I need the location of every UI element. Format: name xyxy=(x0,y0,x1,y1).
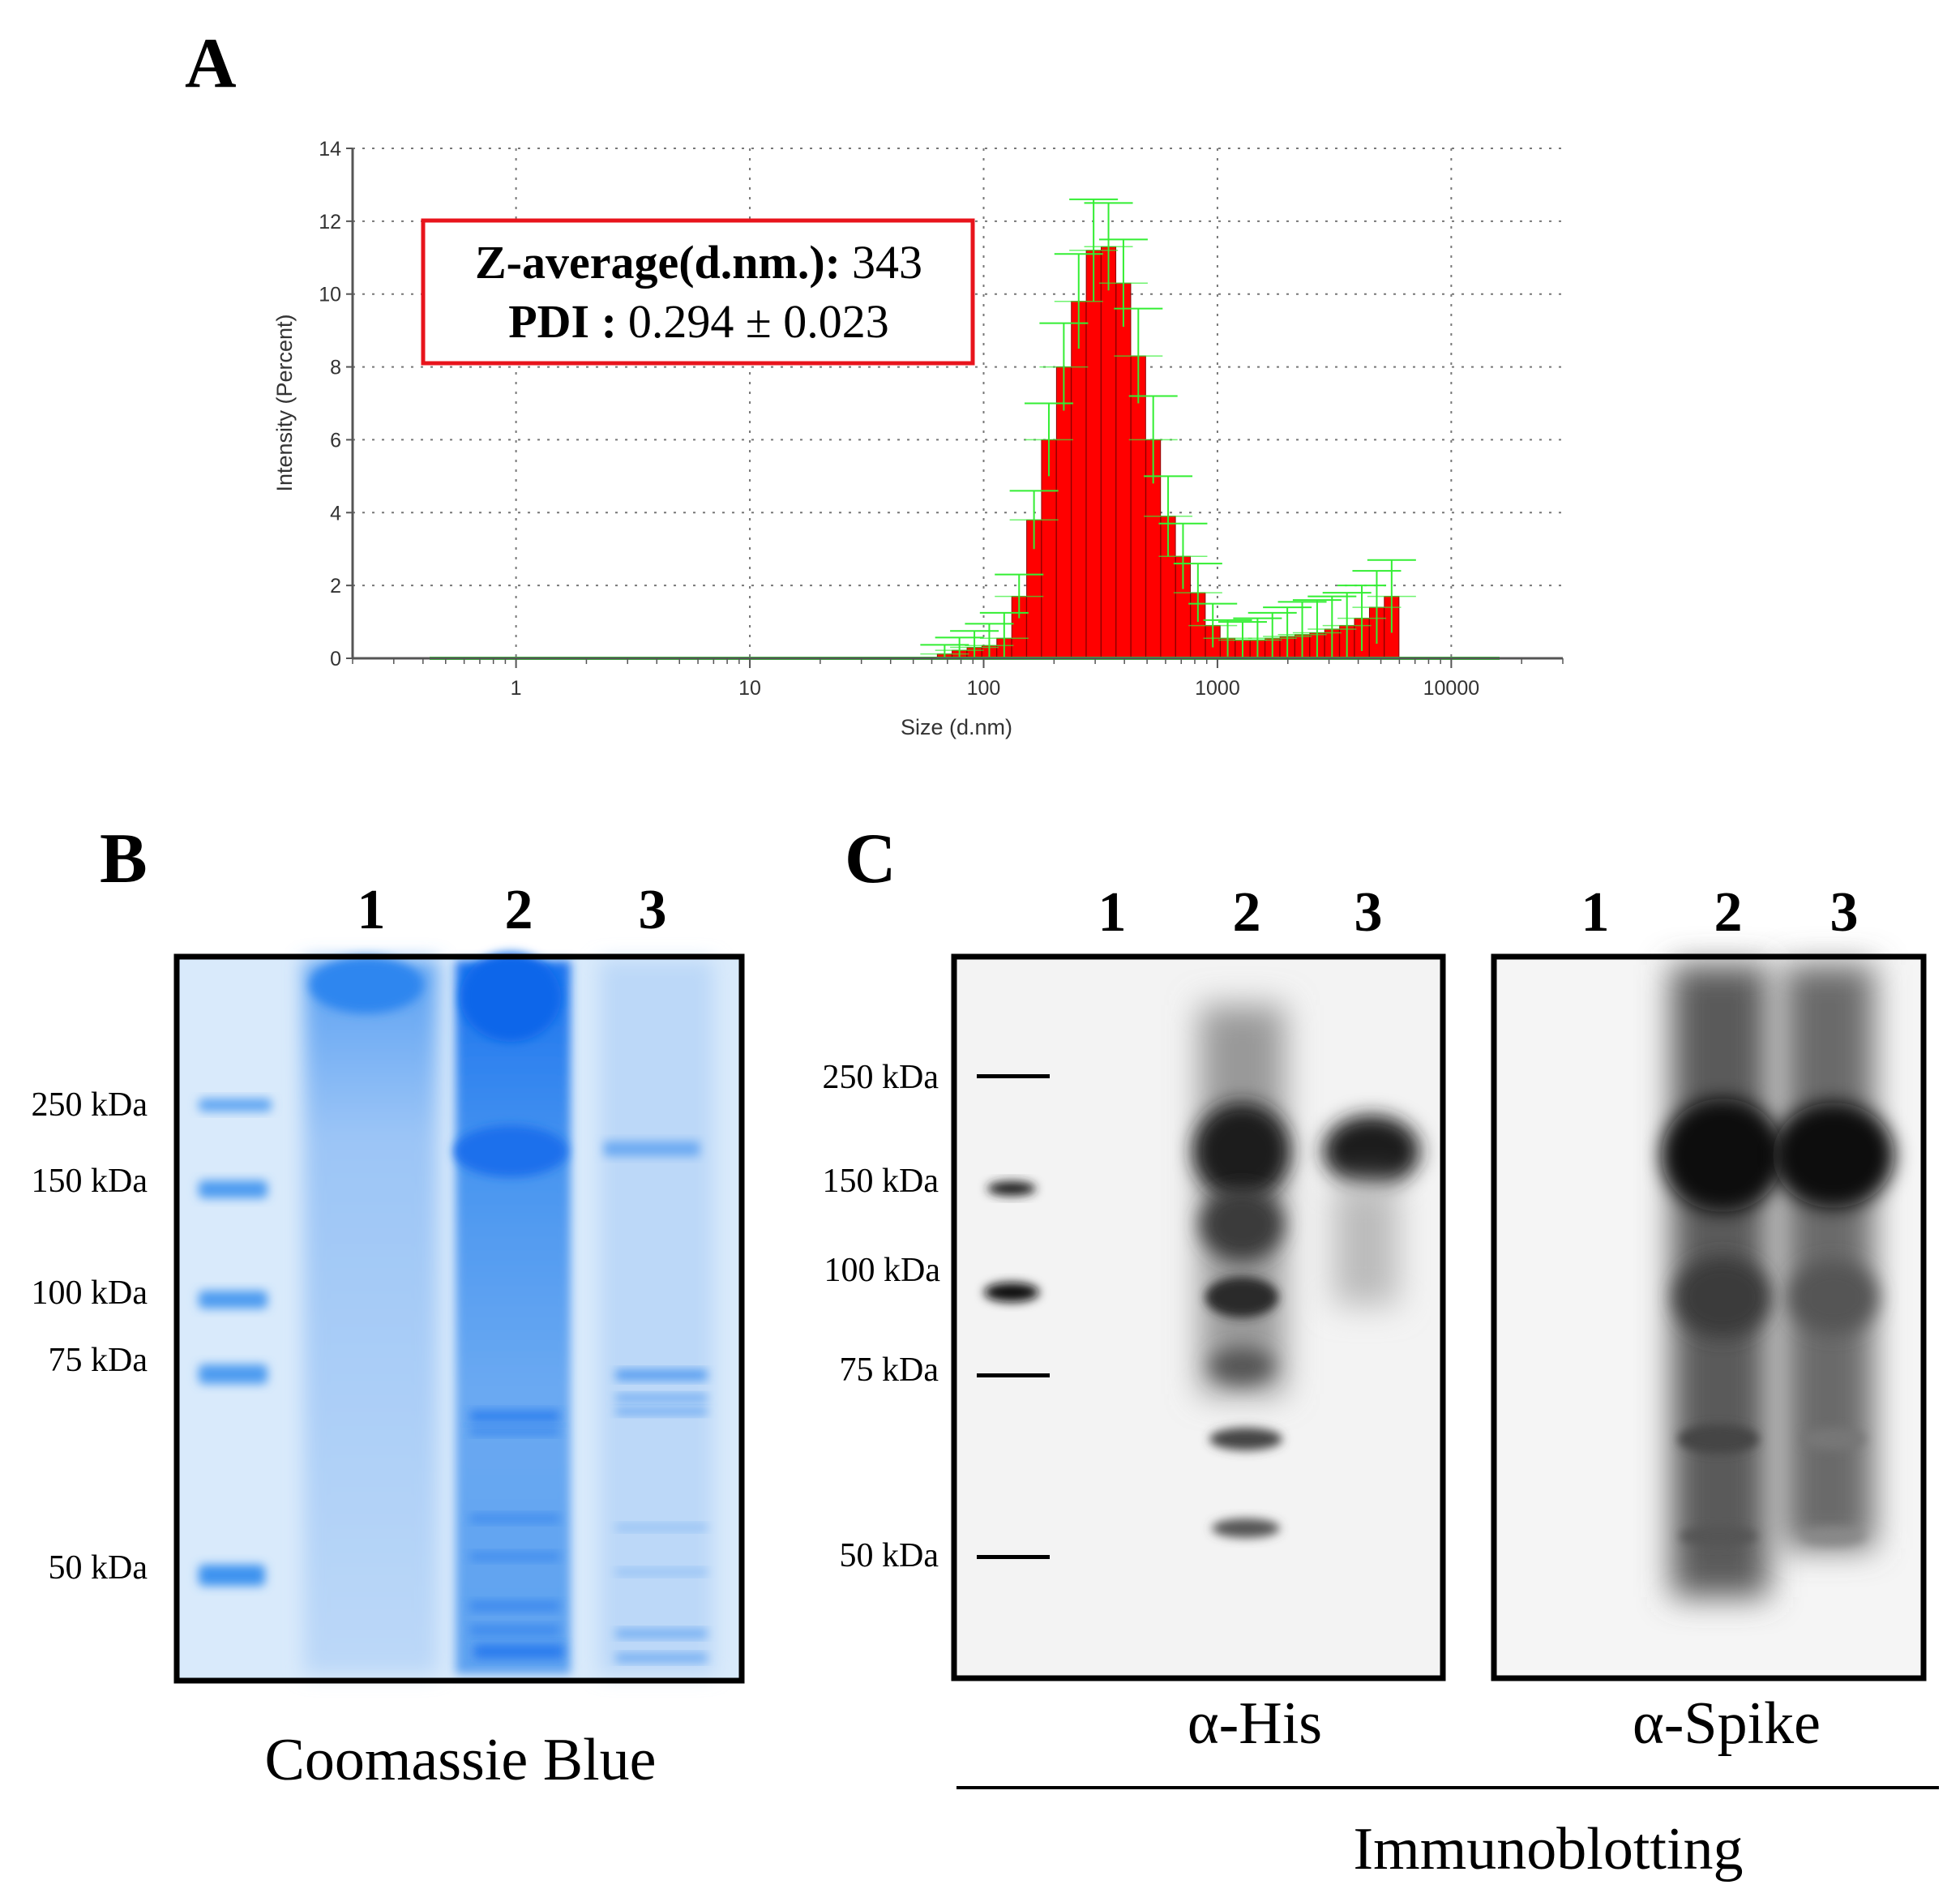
blot-his-marker-tick-50 xyxy=(977,1555,1050,1559)
gel-b-caption: Coomassie Blue xyxy=(264,1727,656,1793)
histogram-bar xyxy=(1071,301,1087,659)
blot-spike-lane-3-smear xyxy=(1783,965,1874,1548)
blot-spike-lane-1: 1 xyxy=(1581,881,1610,944)
gel-b-lane-2-band-70 xyxy=(470,1411,559,1422)
blot-his-marker-tick-250 xyxy=(977,1074,1050,1078)
gel-b-lane-numbers: 1 2 3 xyxy=(357,879,667,941)
blot-spike-image xyxy=(1491,953,1927,1681)
y-axis-label: Intensity (Percent) xyxy=(272,314,297,491)
ladder-band-100 xyxy=(199,1291,267,1309)
y-tick-label: 10 xyxy=(319,284,341,306)
gel-b-marker-75: 75 kDa xyxy=(49,1342,148,1379)
chart-axes xyxy=(351,148,1563,660)
z-average-line: Z-average(d.nm.): 343 xyxy=(475,236,922,289)
x-tick-label: 10000 xyxy=(1423,677,1480,700)
blot-spike-lane-3-band-spike xyxy=(1773,1103,1894,1208)
z-average-label: Z-average(d.nm.): xyxy=(475,236,841,289)
blot-his-lane-numbers: 1 2 3 xyxy=(1098,881,1383,944)
annotation-box xyxy=(421,218,975,366)
z-average-annotation: Z-average(d.nm.): 343 PDI :0.294 ± 0.023 xyxy=(421,218,975,366)
y-tick-label: 6 xyxy=(330,429,341,452)
gel-b-lane-1-smear xyxy=(304,961,438,1674)
gel-b-lane-1: 1 xyxy=(357,879,386,941)
blot-spike-lane-3: 3 xyxy=(1830,881,1859,944)
blot-spike-lane-2: 2 xyxy=(1714,881,1743,944)
panel-a: A 0 2 4 6 8 10 12 14 1 10 100 1000 10000 Size (d.nm… xyxy=(185,24,1564,739)
blot-his-caption: α-His xyxy=(1188,1690,1322,1757)
blot-his-lane-1: 1 xyxy=(1098,881,1127,944)
gel-b-lane-3-band-spike xyxy=(604,1142,700,1156)
ladder-band-50 xyxy=(199,1565,265,1586)
x-ticks: 1 10 100 1000 10000 xyxy=(352,658,1564,700)
blot-his-marker-tick-75 xyxy=(977,1373,1050,1377)
blot-c-marker-250: 250 kDa xyxy=(823,1059,939,1096)
blot-his-lane-3: 3 xyxy=(1354,881,1383,944)
pdi-line: PDI :0.294 ± 0.023 xyxy=(508,295,889,348)
gel-b-lane-2: 2 xyxy=(505,879,533,941)
gel-b-lane-2-band-spike xyxy=(454,1125,567,1177)
panel-b: B 1 2 3 xyxy=(32,820,745,1793)
x-tick-label: 1 xyxy=(511,677,522,700)
ladder-band-250 xyxy=(199,1099,272,1112)
y-ticks: 0 2 4 6 8 10 12 14 xyxy=(319,138,353,670)
y-tick-label: 14 xyxy=(319,138,341,161)
gel-b-marker-100: 100 kDa xyxy=(32,1274,148,1312)
ladder-band-150 xyxy=(199,1180,267,1198)
gel-b-marker-150: 150 kDa xyxy=(32,1163,148,1200)
z-average-value: 343 xyxy=(852,236,922,289)
blot-spike-frame xyxy=(1491,953,1927,1681)
blot-c-marker-50: 50 kDa xyxy=(840,1537,939,1574)
panel-a-label: A xyxy=(185,24,237,103)
immunoblotting-label: Immunoblotting xyxy=(1354,1816,1744,1883)
chart-bars xyxy=(936,246,1400,659)
x-tick-label: 1000 xyxy=(1195,677,1240,700)
y-tick-label: 0 xyxy=(330,648,341,670)
blot-c-markers: 250 kDa 150 kDa 100 kDa 75 kDa 50 kDa xyxy=(823,1059,941,1574)
blot-his-image xyxy=(951,953,1446,1681)
blot-his-frame xyxy=(951,953,1446,1681)
gel-b-lane-1-well xyxy=(310,957,423,1013)
blot-spike-lane-numbers: 1 2 3 xyxy=(1581,881,1859,944)
panel-c-label: C xyxy=(845,820,897,898)
blot-his-lane-3-smear xyxy=(1333,1184,1398,1305)
histogram-bar xyxy=(1085,250,1102,659)
y-tick-label: 8 xyxy=(330,357,341,379)
blot-c-marker-75: 75 kDa xyxy=(840,1351,939,1389)
gel-b-marker-50: 50 kDa xyxy=(49,1549,148,1587)
gel-b-lane-3-band-75 xyxy=(616,1370,707,1380)
gel-b-marker-250: 250 kDa xyxy=(32,1086,148,1124)
blot-spike-caption: α-Spike xyxy=(1633,1690,1821,1757)
panel-c: C 1 2 3 1 2 3 xyxy=(823,820,1939,1883)
x-axis-label: Size (d.nm) xyxy=(901,715,1012,739)
pdi-value: 0.294 ± 0.023 xyxy=(628,295,889,348)
gel-b-markers: 250 kDa 150 kDa 100 kDa 75 kDa 50 kDa xyxy=(32,1086,148,1587)
ladder-band-75 xyxy=(199,1364,267,1384)
blot-his-lane-2: 2 xyxy=(1233,881,1261,944)
gel-b-lane-3: 3 xyxy=(639,879,667,941)
chart-error-bars xyxy=(920,198,1416,658)
y-tick-label: 12 xyxy=(319,211,341,233)
x-tick-label: 100 xyxy=(967,677,1001,700)
blot-spike-lane-2-band-spike xyxy=(1662,1099,1783,1212)
histogram-bar xyxy=(1115,282,1132,659)
blot-his-lane-3-band-spike xyxy=(1323,1115,1420,1188)
x-tick-label: 10 xyxy=(738,677,761,700)
blot-c-marker-150: 150 kDa xyxy=(823,1163,939,1200)
gel-b-lane-3-smear xyxy=(600,961,713,1674)
histogram-bar xyxy=(1101,246,1117,659)
y-tick-label: 4 xyxy=(330,502,341,525)
gel-b-frame xyxy=(173,953,745,1684)
blot-his-ladder-150 xyxy=(987,1181,1036,1196)
blot-c-marker-100: 100 kDa xyxy=(824,1252,941,1289)
gel-b-lane-2-well xyxy=(460,953,561,1042)
pdi-label: PDI : xyxy=(508,295,617,348)
coomassie-gel-image xyxy=(173,953,745,1684)
blot-his-lane-2-band-spike xyxy=(1193,1103,1290,1200)
blot-his-ladder-100 xyxy=(984,1283,1039,1302)
panel-b-label: B xyxy=(100,820,148,898)
y-tick-label: 2 xyxy=(330,575,341,598)
gel-b-lane-2-smear xyxy=(456,961,571,1674)
